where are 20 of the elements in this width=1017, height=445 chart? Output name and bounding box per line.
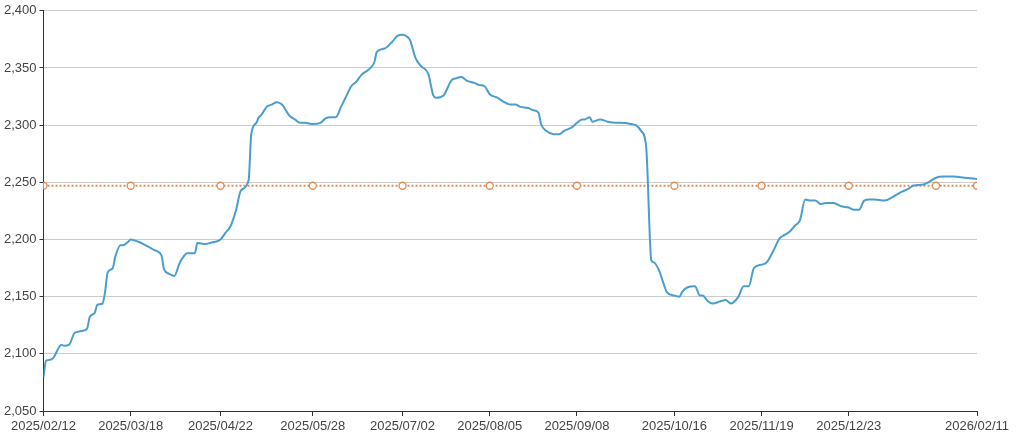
- x-tick-label: 2025/12/23: [816, 418, 882, 434]
- x-tick-label: 2025/11/19: [729, 418, 794, 434]
- x-tick-label: 2025/10/16: [641, 418, 707, 434]
- y-tick-label: 2,200: [3, 231, 37, 247]
- y-tick-label: 2,250: [3, 173, 37, 189]
- x-tick-label: 2025/09/08: [544, 418, 610, 434]
- line-series: [43, 33, 977, 378]
- y-tick-label: 2,100: [3, 345, 37, 361]
- x-tick-label: 2025/05/28: [280, 418, 346, 434]
- y-tick-label: 2,400: [3, 2, 37, 18]
- y-tick-label: 2,350: [3, 59, 37, 75]
- x-tick-label: 2026/02/11: [944, 418, 1010, 434]
- y-tick-label: 2,050: [3, 402, 37, 418]
- x-tick-label: 2025/03/18: [98, 418, 164, 434]
- x-tick-label: 2025/08/05: [457, 418, 523, 434]
- y-tick-label: 2,150: [3, 288, 37, 304]
- y-tick-label: 2,300: [3, 116, 37, 132]
- x-tick-label: 2025/07/02: [370, 418, 436, 434]
- x-tick-label: 2025/02/12: [10, 418, 77, 434]
- x-tick-label: 2025/04/22: [187, 418, 253, 434]
